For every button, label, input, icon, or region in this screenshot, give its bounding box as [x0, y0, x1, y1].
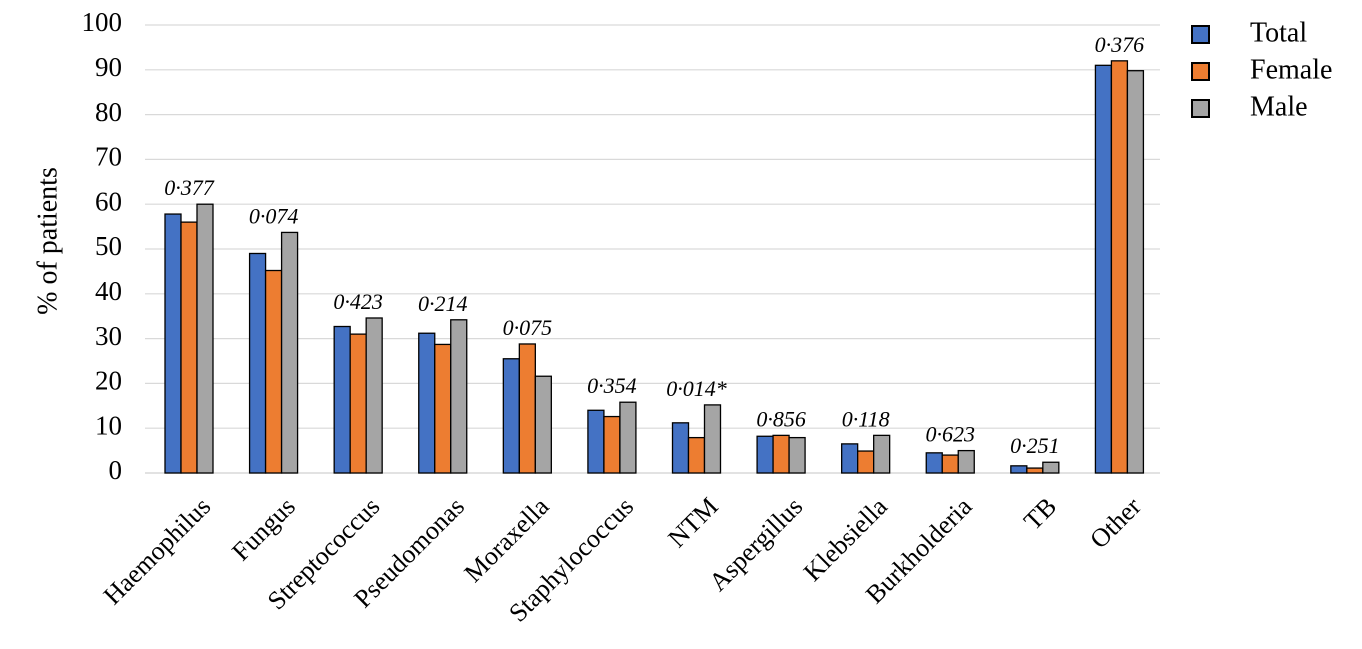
- bar-male-ntm: [703, 404, 722, 474]
- legend-label: Total: [1250, 17, 1307, 48]
- bar-total-pseudomonas: [418, 332, 436, 474]
- y-tick-label: 30: [95, 321, 122, 351]
- category-label: TB: [1018, 492, 1062, 536]
- bar-male-klebsiella: [873, 434, 891, 474]
- bar-total-streptococcus: [333, 325, 351, 474]
- bar-male-burkholderia: [957, 449, 975, 474]
- bar-male-tb: [1042, 461, 1060, 474]
- y-tick-label: 100: [82, 7, 123, 37]
- category-label: Fungus: [226, 492, 301, 567]
- category-label: Haemophilus: [98, 492, 217, 611]
- p-value-label: 0·214: [418, 291, 468, 316]
- bar-female-other: [1110, 60, 1129, 474]
- y-tick-label: 50: [95, 231, 122, 261]
- category-label: Aspergillus: [703, 492, 808, 597]
- category-label: NTM: [662, 492, 723, 553]
- y-tick-label: 60: [95, 186, 122, 216]
- legend: Total Female Male: [1191, 17, 1332, 122]
- p-value-label: 0·014*: [666, 376, 727, 401]
- p-value-label: 0·074: [249, 203, 299, 228]
- p-value-label: 0·354: [587, 373, 637, 398]
- bar-male-haemophilus: [196, 203, 214, 474]
- bar-female-klebsiella: [857, 450, 875, 474]
- bar-total-moraxella: [502, 358, 520, 474]
- bar-female-tb: [1026, 467, 1044, 474]
- bar-female-fungus: [264, 269, 283, 474]
- category-label: Other: [1084, 492, 1147, 555]
- bar-female-aspergillus: [772, 434, 790, 474]
- bar-female-staphylococcus: [603, 415, 621, 474]
- y-tick-label: 80: [95, 97, 122, 127]
- gridlines: [145, 24, 1160, 474]
- bar-male-staphylococcus: [619, 401, 637, 474]
- y-tick-label: 20: [95, 366, 122, 396]
- legend-label: Male: [1250, 91, 1308, 122]
- bar-total-tb: [1010, 465, 1028, 474]
- p-value-label: 0·856: [756, 406, 806, 431]
- bar-total-klebsiella: [841, 443, 859, 474]
- legend-swatch-total: [1191, 25, 1210, 44]
- bar-male-streptococcus: [365, 317, 383, 474]
- bar-total-ntm: [671, 422, 690, 474]
- p-value-label: 0·376: [1095, 32, 1145, 57]
- p-value-label: 0·118: [842, 406, 890, 431]
- p-value-label: 0·075: [503, 315, 553, 340]
- p-value-label: 0·623: [926, 422, 976, 447]
- p-value-labels: 0·377 0·074 0·423 0·214 0·075 0·354 0·014* 0·85…: [164, 32, 1144, 458]
- bar-female-burkholderia: [941, 454, 959, 474]
- y-tick-label: 0: [109, 455, 123, 485]
- bar-male-other: [1126, 70, 1145, 474]
- y-axis-ticks: 0 10 20 30 40 50 60 70 80 90 100: [82, 7, 123, 485]
- y-tick-label: 70: [95, 142, 122, 172]
- bar-female-ntm: [687, 436, 706, 474]
- bar-male-aspergillus: [788, 436, 806, 474]
- y-tick-label: 90: [95, 52, 122, 82]
- category-labels: Haemophilus FungusStreptococcusPseudomona…: [98, 491, 1147, 627]
- bar-female-moraxella: [518, 343, 536, 474]
- p-value-label: 0·251: [1010, 433, 1060, 458]
- bar-female-streptococcus: [349, 333, 367, 474]
- bar-female-haemophilus: [180, 221, 198, 474]
- bar-female-pseudomonas: [434, 343, 452, 474]
- legend-swatch-male: [1191, 99, 1210, 118]
- bar-total-other: [1094, 64, 1113, 474]
- y-tick-label: 10: [95, 410, 122, 440]
- legend-label: Female: [1250, 54, 1332, 85]
- bar-total-fungus: [248, 252, 267, 474]
- p-value-label: 0·377: [164, 175, 215, 200]
- bar-total-haemophilus: [164, 213, 182, 474]
- bar-total-aspergillus: [756, 435, 774, 474]
- y-tick-label: 40: [95, 276, 122, 306]
- bar-total-staphylococcus: [587, 409, 605, 474]
- bar-male-moraxella: [534, 375, 552, 474]
- bar-male-pseudomonas: [450, 319, 468, 474]
- legend-swatch-female: [1191, 62, 1210, 81]
- bars: [164, 60, 1145, 474]
- bar-male-fungus: [280, 231, 299, 474]
- y-axis-title: % of patients: [32, 167, 63, 315]
- bar-total-burkholderia: [925, 452, 943, 474]
- p-value-label: 0·423: [333, 289, 383, 314]
